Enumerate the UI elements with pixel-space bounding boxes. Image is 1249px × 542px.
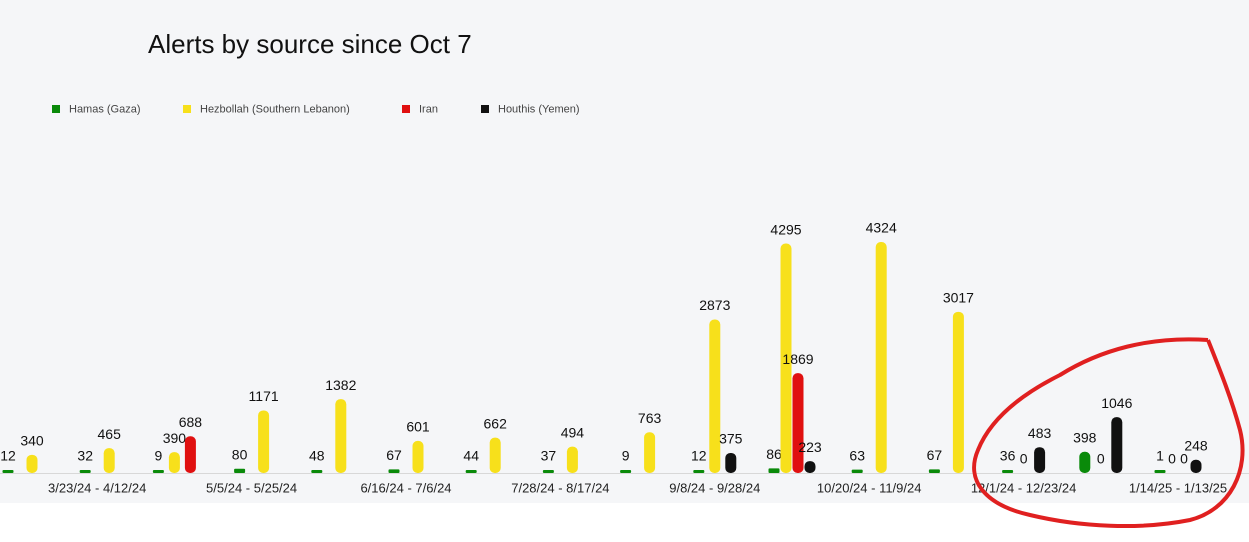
bar: [103, 448, 115, 473]
value-label: 340: [20, 433, 44, 449]
plot-background: [0, 0, 1249, 503]
bar: [168, 452, 180, 473]
value-label: 4324: [866, 220, 897, 236]
bar: [79, 470, 91, 473]
legend-label: Houthis (Yemen): [498, 103, 580, 115]
bar: [693, 470, 705, 473]
value-label: 1171: [249, 388, 279, 404]
value-label: 0: [1097, 451, 1105, 467]
chart-title: Alerts by source since Oct 7: [148, 29, 472, 59]
bar: [644, 432, 656, 473]
value-label: 601: [406, 419, 430, 435]
bar: [388, 469, 400, 473]
value-label: 0: [1168, 451, 1176, 467]
value-label: 662: [484, 415, 508, 431]
x-tick-label: 6/16/24 - 7/6/24: [360, 480, 451, 495]
bar: [152, 470, 164, 473]
x-tick-label: 1/14/25 - 1/13/25: [1129, 480, 1227, 495]
x-tick-label: 9/8/24 - 9/28/24: [669, 480, 760, 495]
value-label: 32: [77, 448, 93, 464]
x-tick-label: 10/20/24 - 11/9/24: [817, 480, 922, 495]
bar: [875, 242, 887, 473]
value-label: 1382: [325, 377, 356, 393]
bar: [566, 446, 578, 473]
value-label: 44: [463, 448, 479, 464]
x-tick-label: 7/28/24 - 8/17/24: [511, 480, 609, 495]
bar: [709, 319, 721, 473]
value-label: 86: [766, 446, 782, 462]
value-label: 483: [1028, 425, 1052, 441]
bar: [184, 436, 196, 473]
bar: [489, 437, 501, 473]
x-tick-label: 12/1/24 - 12/23/24: [971, 480, 1077, 495]
value-label: 48: [309, 448, 325, 464]
value-label: 223: [798, 439, 822, 455]
bar: [851, 469, 863, 473]
bar: [2, 470, 14, 473]
bar: [768, 468, 780, 473]
bar: [780, 243, 792, 473]
bar: [465, 470, 477, 473]
bar: [725, 452, 737, 473]
value-label: 375: [719, 431, 743, 447]
legend-label: Hezbollah (Southern Lebanon): [200, 103, 350, 115]
value-label: 9: [155, 448, 163, 464]
legend-swatch: [183, 105, 191, 113]
bar: [928, 469, 940, 473]
marks: Hamas (Gaza) Hezbollah (Southern Lebanon)…: [0, 103, 1227, 495]
value-label: 9: [622, 448, 630, 464]
value-label: 2873: [699, 297, 730, 313]
value-label: 0: [1180, 451, 1188, 467]
value-label: 763: [638, 410, 662, 426]
value-label: 1: [1156, 448, 1164, 464]
bar: [234, 468, 246, 473]
bar: [412, 440, 424, 473]
value-label: 4295: [770, 221, 801, 237]
annotation-circle: [972, 337, 1245, 528]
value-label: 1046: [1101, 395, 1132, 411]
value-label: 3017: [943, 290, 974, 306]
legend-swatch: [52, 105, 60, 113]
value-label: 494: [561, 424, 585, 440]
value-label: 63: [849, 447, 865, 463]
legend-swatch: [402, 105, 410, 113]
value-label: 12: [691, 448, 707, 464]
bar: [1034, 447, 1046, 473]
bar: [1002, 470, 1014, 473]
value-label: 37: [541, 448, 557, 464]
value-label: 0: [1020, 451, 1028, 467]
x-tick-label: 5/5/24 - 5/25/24: [206, 480, 297, 495]
value-label: 688: [179, 414, 203, 430]
value-label: 36: [1000, 448, 1016, 464]
value-label: 248: [1184, 437, 1208, 453]
legend-label: Hamas (Gaza): [69, 103, 141, 115]
bar: [620, 470, 632, 473]
bar: [26, 454, 38, 473]
value-label: 390: [163, 430, 187, 446]
value-label: 67: [927, 447, 943, 463]
bar: [1111, 417, 1123, 473]
bar: [1190, 459, 1202, 473]
legend-label: Iran: [419, 103, 438, 115]
bar: [258, 410, 270, 473]
bar: [335, 399, 347, 473]
value-label: 80: [232, 446, 248, 462]
x-tick-label: 3/23/24 - 4/12/24: [48, 480, 146, 495]
bar: [952, 311, 964, 473]
value-label: 398: [1073, 429, 1097, 445]
bar: [792, 373, 804, 473]
value-label: 67: [386, 447, 402, 463]
value-label: 12: [0, 448, 16, 464]
value-label: 465: [98, 426, 122, 442]
bar: [1079, 451, 1091, 473]
legend-swatch: [481, 105, 489, 113]
bar: [542, 470, 554, 473]
bar: [1154, 470, 1166, 473]
bar: [804, 461, 816, 473]
value-label: 1869: [782, 351, 813, 367]
bar: [311, 470, 323, 473]
